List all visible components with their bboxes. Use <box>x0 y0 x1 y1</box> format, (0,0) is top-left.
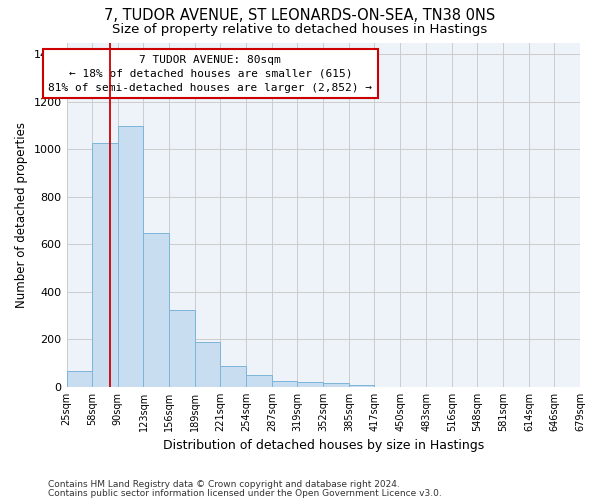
Bar <box>169 310 195 387</box>
Text: Contains HM Land Registry data © Crown copyright and database right 2024.: Contains HM Land Registry data © Crown c… <box>48 480 400 489</box>
Bar <box>272 381 298 387</box>
Text: Size of property relative to detached houses in Hastings: Size of property relative to detached ho… <box>112 22 488 36</box>
Bar <box>195 342 220 387</box>
Bar <box>143 232 169 387</box>
Bar <box>118 126 143 387</box>
X-axis label: Distribution of detached houses by size in Hastings: Distribution of detached houses by size … <box>163 440 484 452</box>
Bar <box>220 366 247 387</box>
Bar <box>92 144 118 387</box>
Bar <box>67 372 92 387</box>
Text: 7 TUDOR AVENUE: 80sqm
← 18% of detached houses are smaller (615)
81% of semi-det: 7 TUDOR AVENUE: 80sqm ← 18% of detached … <box>49 54 373 92</box>
Bar <box>349 384 374 387</box>
Bar <box>298 382 323 387</box>
Text: 7, TUDOR AVENUE, ST LEONARDS-ON-SEA, TN38 0NS: 7, TUDOR AVENUE, ST LEONARDS-ON-SEA, TN3… <box>104 8 496 22</box>
Bar <box>247 375 272 387</box>
Text: Contains public sector information licensed under the Open Government Licence v3: Contains public sector information licen… <box>48 488 442 498</box>
Bar <box>323 384 349 387</box>
Y-axis label: Number of detached properties: Number of detached properties <box>15 122 28 308</box>
